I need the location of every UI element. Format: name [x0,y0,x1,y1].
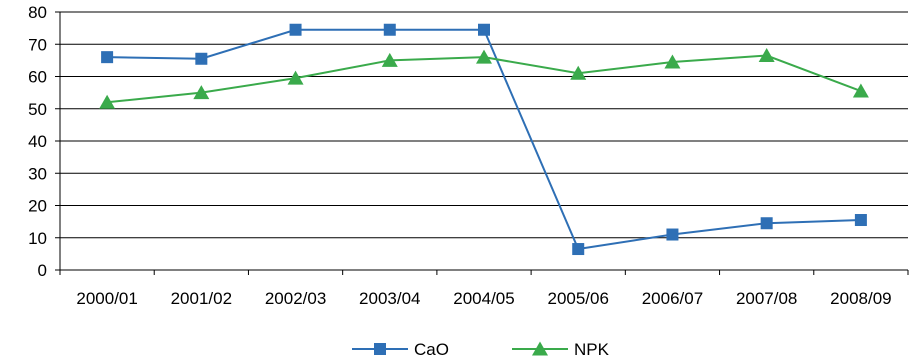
y-tick-label: 80 [28,3,47,22]
x-tick-label: 2007/08 [736,289,797,308]
legend-label-npk: NPK [574,340,610,359]
data-point-npk [287,70,304,85]
data-point-cao [289,23,302,36]
y-tick-label: 40 [28,132,47,151]
data-point-npk [381,52,398,67]
gridlines [60,11,908,239]
x-tick-label: 2001/02 [171,289,232,308]
y-tick-label: 20 [28,197,47,216]
data-point-npk [664,54,681,69]
data-point-cao [854,214,867,227]
legend-label-cao: CaO [414,340,449,359]
x-tick-labels: 2000/01 2001/02 2002/03 2003/04 2004/05 2005/… [76,289,891,308]
legend-item-cao: CaO [352,340,449,359]
data-point-npk [570,65,587,80]
data-point-npk [99,94,116,109]
data-point-npk [852,83,869,98]
data-point-cao [666,228,679,241]
data-point-npk [476,49,492,64]
data-point-cao [383,23,396,36]
data-point-cao [101,51,114,64]
legend-marker-cao [374,343,386,355]
legend: CaO NPK [352,340,610,359]
data-point-cao [572,243,585,256]
y-tick-label: 50 [28,100,47,119]
series-npk [99,48,869,109]
x-tick-label: 2006/07 [642,289,703,308]
axes [55,11,909,275]
data-point-cao [195,52,208,65]
data-point-cao [478,23,490,36]
data-point-cao [760,217,773,230]
y-tick-label: 30 [28,164,47,183]
data-point-npk [758,48,775,63]
y-tick-labels: 0 10 20 30 40 50 60 70 80 [28,3,47,280]
x-tick-label: 2008/09 [830,289,891,308]
series-cao [101,23,867,256]
y-tick-label: 10 [28,229,47,248]
legend-item-npk: NPK [512,340,610,359]
x-tick-label: 2002/03 [265,289,326,308]
x-tick-label: 2000/01 [76,289,137,308]
y-tick-label: 70 [28,35,47,54]
data-point-npk [193,85,210,100]
x-tick-label: 2005/06 [547,289,608,308]
x-tick-label: 2003/04 [359,289,420,308]
series [99,23,869,256]
y-tick-label: 60 [28,68,47,87]
x-tick-label: 2004/05 [453,289,514,308]
y-tick-label: 0 [38,261,47,280]
legend-marker-npk [532,341,548,356]
